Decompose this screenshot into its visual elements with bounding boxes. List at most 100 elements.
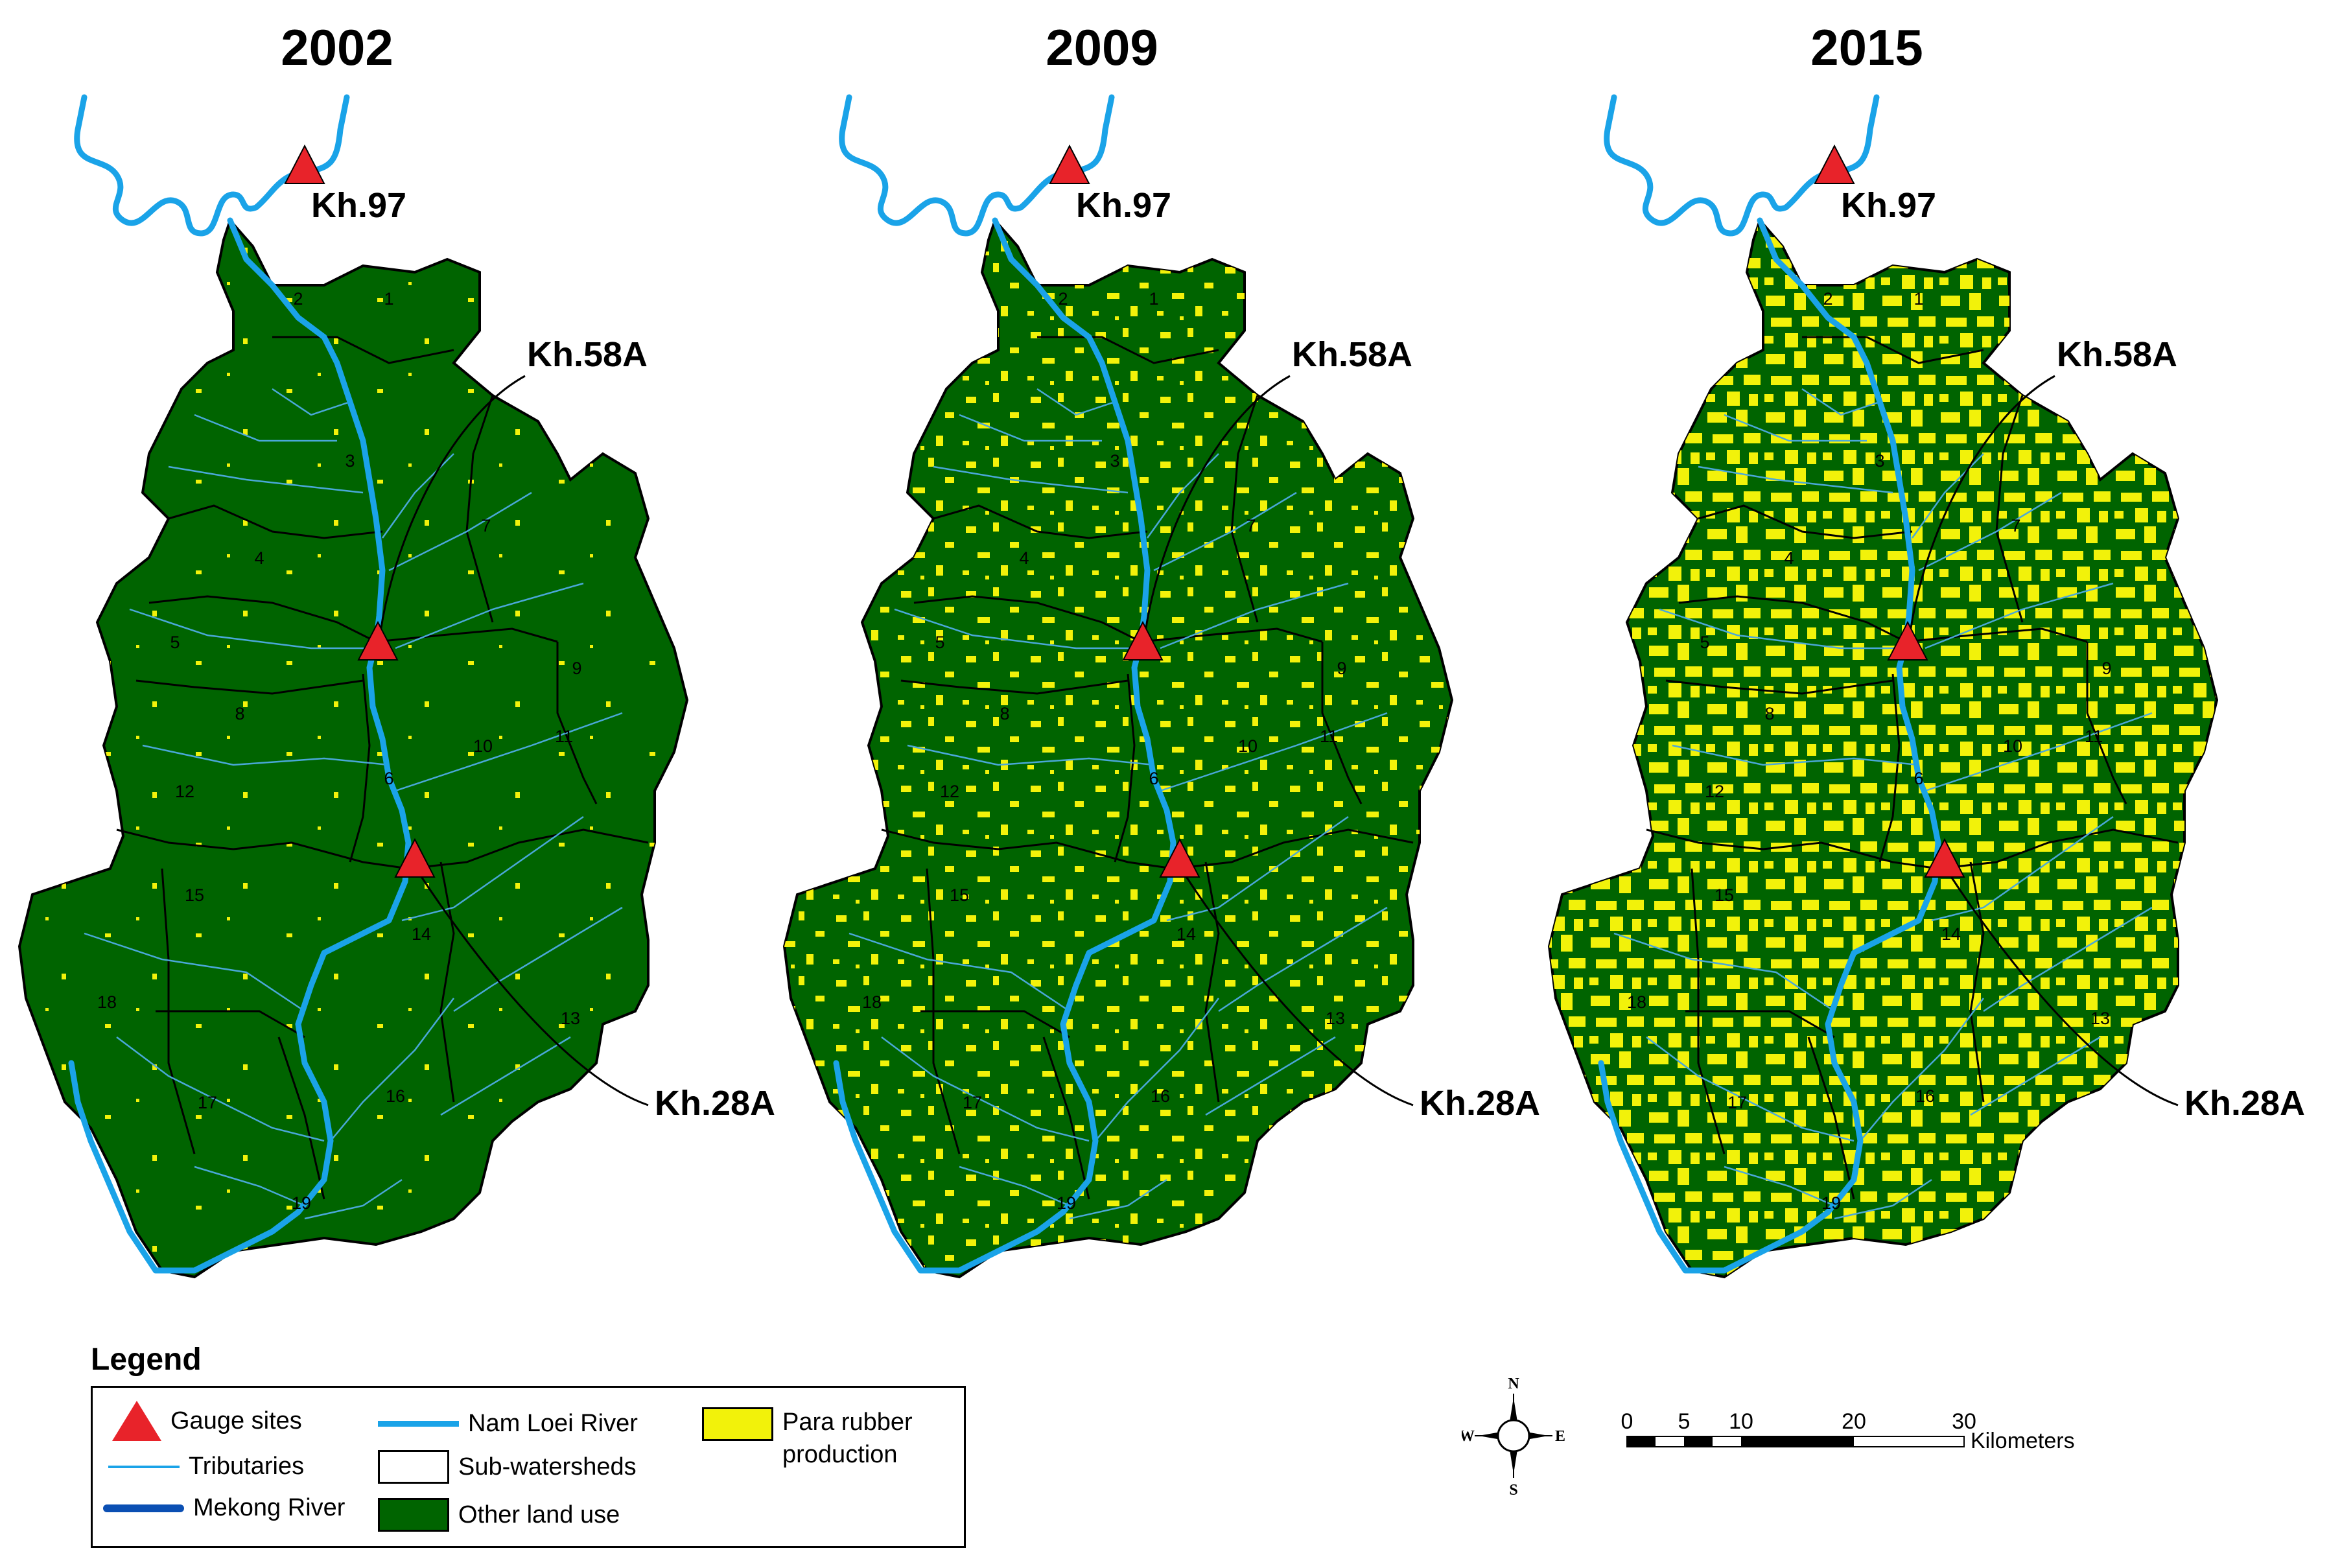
subwatershed-number: 15	[185, 885, 204, 905]
tributary-line	[330, 998, 454, 1141]
subwatershed-number: 1	[384, 289, 393, 309]
tributary-line	[1160, 712, 1388, 792]
gauge-triangle-icon	[357, 620, 399, 661]
compass-n: N	[1508, 1375, 1519, 1392]
subwatershed-boundary	[349, 673, 371, 863]
scale-tick-20: 20	[1842, 1409, 1866, 1434]
subwatershed-number: 11	[2085, 727, 2103, 746]
subwatershed-boundary	[408, 828, 649, 870]
subwatershed-boundary	[1905, 627, 2088, 643]
other-land-box-icon	[378, 1498, 449, 1532]
scale-unit: Kilometers	[1971, 1429, 2075, 1453]
tributary-line	[881, 1036, 986, 1103]
subwatershed-number: 17	[963, 1093, 982, 1112]
tributary-line	[440, 1036, 571, 1116]
subwatershed-boundary	[116, 828, 409, 870]
subwatershed-number: 2	[1058, 289, 1068, 309]
subwatershed-number: 10	[473, 736, 493, 756]
gauge-triangle-icon	[112, 1401, 161, 1441]
gauge-label: Kh.28A	[655, 1084, 775, 1123]
tributary-line	[1925, 582, 2114, 649]
subwatershed-number: 4	[254, 548, 264, 568]
tributary-line	[1613, 932, 1835, 1012]
tributary-line	[116, 1036, 221, 1103]
tributary-line	[453, 906, 623, 1012]
legend-label-other-land: Other land use	[458, 1501, 620, 1528]
gauge-triangle-icon	[284, 144, 325, 184]
gauge-triangle-icon	[1159, 837, 1200, 878]
legend-label-rubber: Para rubber production	[782, 1406, 913, 1471]
tributary-line	[1698, 465, 1893, 494]
subwatershed-boundary	[1140, 627, 1323, 643]
subwatershed-boundary	[1691, 868, 1726, 1154]
tributary-line	[1724, 414, 1867, 442]
subwatershed-boundary	[148, 595, 377, 643]
subwatershed-number: 2	[1823, 289, 1832, 309]
subwatershed-boundary	[913, 595, 1141, 643]
tributary-line	[1970, 1036, 2101, 1116]
tributaries	[849, 388, 1388, 1220]
gauge-label: Kh.28A	[2184, 1084, 2305, 1123]
subwatershed-boundary	[1204, 861, 1220, 1103]
subwatershed-boundary	[920, 1010, 1070, 1038]
tributary-line	[401, 815, 584, 922]
subwatershed-boundary	[439, 861, 455, 1103]
tributaries	[1613, 388, 2153, 1220]
subwatershed-boundary	[1807, 1036, 1855, 1200]
gauge-label: Kh.97	[1841, 186, 1936, 225]
subwatershed-boundaries	[116, 336, 649, 1200]
tributary-line	[959, 414, 1102, 442]
para-rubber-area	[784, 220, 1452, 1277]
tributary-line	[388, 491, 532, 572]
subwatershed-number: 14	[1176, 924, 1196, 944]
subwatershed-number: 7	[481, 516, 491, 535]
subwatershed-number: 18	[97, 992, 117, 1012]
compass-w: W	[1462, 1428, 1475, 1445]
legend-label-mekong: Mekong River	[193, 1494, 345, 1521]
subwatershed-number: 5	[1700, 633, 1709, 652]
tributary-line	[959, 1165, 1070, 1207]
subwatershed-number: 12	[940, 782, 959, 801]
kh28a-pointer-arrow	[1947, 871, 2179, 1106]
subwatershed-boundary	[926, 868, 961, 1154]
subwatershed-number: 9	[1337, 659, 1346, 678]
para-rubber-area	[19, 220, 687, 1277]
subwatershed-number: 5	[935, 633, 944, 652]
subwatershed-boundary	[375, 627, 558, 643]
subwatershed-number: 16	[386, 1086, 405, 1106]
tributary-line	[1918, 491, 2062, 572]
subwatershed-boundary	[1646, 828, 1939, 870]
compass-s: S	[1509, 1482, 1517, 1497]
legend-box: Gauge sites Tributaries Mekong River Nam…	[91, 1386, 966, 1548]
tributary-line	[1801, 388, 1880, 416]
gauge-triangle-icon	[1924, 837, 1965, 878]
subwatershed-number: 14	[412, 924, 431, 944]
tributary-line	[1160, 582, 1349, 649]
scale-tick-30: 30	[1952, 1409, 1976, 1434]
scale-bar: 0 5 10 20 30 Kilometers	[1621, 1409, 2075, 1453]
tributary-line	[1095, 998, 1219, 1141]
subwatershed-boundary	[1802, 336, 1984, 364]
subwatershed-boundary	[1230, 395, 1259, 623]
tributary-line	[1153, 491, 1297, 572]
subwatershed-number: 12	[1705, 782, 1724, 801]
subwatershed-number: 7	[1246, 516, 1256, 535]
compass-e: E	[1555, 1428, 1565, 1445]
tributary-line	[907, 744, 1154, 766]
gauge-label: Kh.28A	[1420, 1084, 1540, 1123]
tributary-line	[894, 608, 1138, 649]
river-line-icon	[378, 1421, 459, 1427]
subwatershed-box-icon	[378, 1450, 449, 1484]
tributary-line	[1036, 388, 1116, 416]
kh28a-pointer-arrow	[1182, 871, 1414, 1106]
legend-label-gauge: Gauge sites	[170, 1407, 302, 1434]
subwatershed-number: 8	[1764, 704, 1774, 723]
subwatershed-boundary	[1678, 595, 1906, 643]
subwatershed-boundary	[277, 1036, 325, 1200]
subwatershed-boundary	[556, 642, 598, 804]
tributary-line	[1166, 815, 1349, 922]
legend-item-mekong: Mekong River	[103, 1494, 345, 1522]
